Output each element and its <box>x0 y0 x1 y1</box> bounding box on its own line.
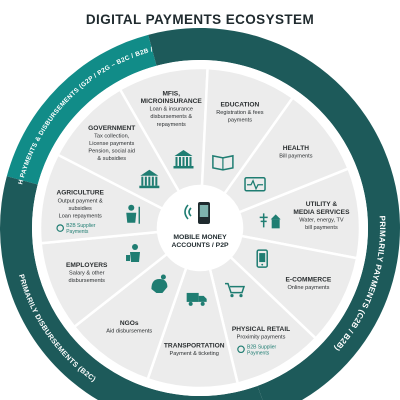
ring-primarily-payments <box>148 28 400 400</box>
ring-primarily-disbursements <box>0 176 263 400</box>
center-label-line2: ACCOUNTS / P2P <box>171 242 228 249</box>
segment-title: E-COMMERCE <box>286 276 332 283</box>
segment-title: MEDIA SERVICES <box>293 209 350 216</box>
badge-label: B2B Supplier <box>66 223 96 229</box>
segment-description: Payment & ticketing <box>169 351 218 357</box>
heart-monitor-icon <box>244 176 266 192</box>
center-circle <box>160 188 240 268</box>
segment-description: Water, energy, TV <box>299 217 344 223</box>
segment-description: Online payments <box>287 285 329 291</box>
aid-icon <box>151 274 168 294</box>
segment-description: Aid disbursements <box>106 328 152 334</box>
segment-description: Loan repayments <box>59 214 102 220</box>
segment-description: Bill payments <box>279 154 312 160</box>
badge-label: Payments <box>247 350 270 356</box>
segment-description: Output payment & <box>58 198 103 204</box>
mobile-phone-icon <box>198 202 210 224</box>
segment-title: EMPLOYERS <box>66 262 108 269</box>
segment-description: disbursements <box>69 278 106 284</box>
government-icon <box>139 169 160 189</box>
center-label-line1: MOBILE MONEY <box>173 234 227 241</box>
badge-label: Payments <box>66 229 89 235</box>
segment-description: Registration & fees <box>216 110 263 116</box>
segment-title: EDUCATION <box>221 101 260 108</box>
segment-description: Tax collection, <box>94 133 130 139</box>
segment-title: HEALTH <box>283 145 309 152</box>
segment-description: bill payments <box>305 225 338 231</box>
segment-transportation: TRANSPORTATION Payment & ticketing <box>146 266 240 390</box>
segment-description: License payments <box>89 141 134 147</box>
truck-icon <box>186 292 207 306</box>
segment-title: MFIS, <box>162 90 180 97</box>
segment-description: Proximity payments <box>237 335 286 341</box>
ring-both-payments <box>6 34 157 185</box>
segment-description: Pension, social aid <box>88 149 135 155</box>
segment-title: MICROINSURANCE <box>141 98 203 105</box>
segment-description: payments <box>228 118 252 124</box>
segment-title: UTILITY & <box>306 201 338 208</box>
cart-icon <box>225 282 246 298</box>
segment-title: TRANSPORTATION <box>164 342 225 349</box>
farmer-icon <box>126 204 140 224</box>
segment-description: & subsidies <box>97 156 126 162</box>
page-title: DIGITAL PAYMENTS ECOSYSTEM <box>85 12 315 27</box>
segment-description: repayments <box>157 122 186 128</box>
bank-icon <box>173 149 194 169</box>
badge-label: B2B Supplier <box>247 344 277 350</box>
segment-title: AGRICULTURE <box>56 190 104 197</box>
segment-description: disbursements & <box>150 114 192 120</box>
segment-description: Salary & other <box>69 271 105 277</box>
segment-description: Loan & insurance <box>149 107 193 113</box>
utility-icon <box>259 213 281 229</box>
segment-physical-retail: PHYSICAL RETAIL Proximity payments B2B Sup… <box>208 255 318 385</box>
segment-title: NGOs <box>120 320 139 327</box>
worker-icon <box>126 244 141 263</box>
segment-title: GOVERNMENT <box>88 125 135 132</box>
phone-cart-icon <box>256 249 268 268</box>
signal-waves-icon <box>184 204 192 220</box>
segment-title: PHYSICAL RETAIL <box>232 326 290 333</box>
book-icon <box>212 154 234 171</box>
segment-education: EDUCATION Registration & fees payments <box>200 66 295 196</box>
segment-description: subsidies <box>69 206 93 212</box>
